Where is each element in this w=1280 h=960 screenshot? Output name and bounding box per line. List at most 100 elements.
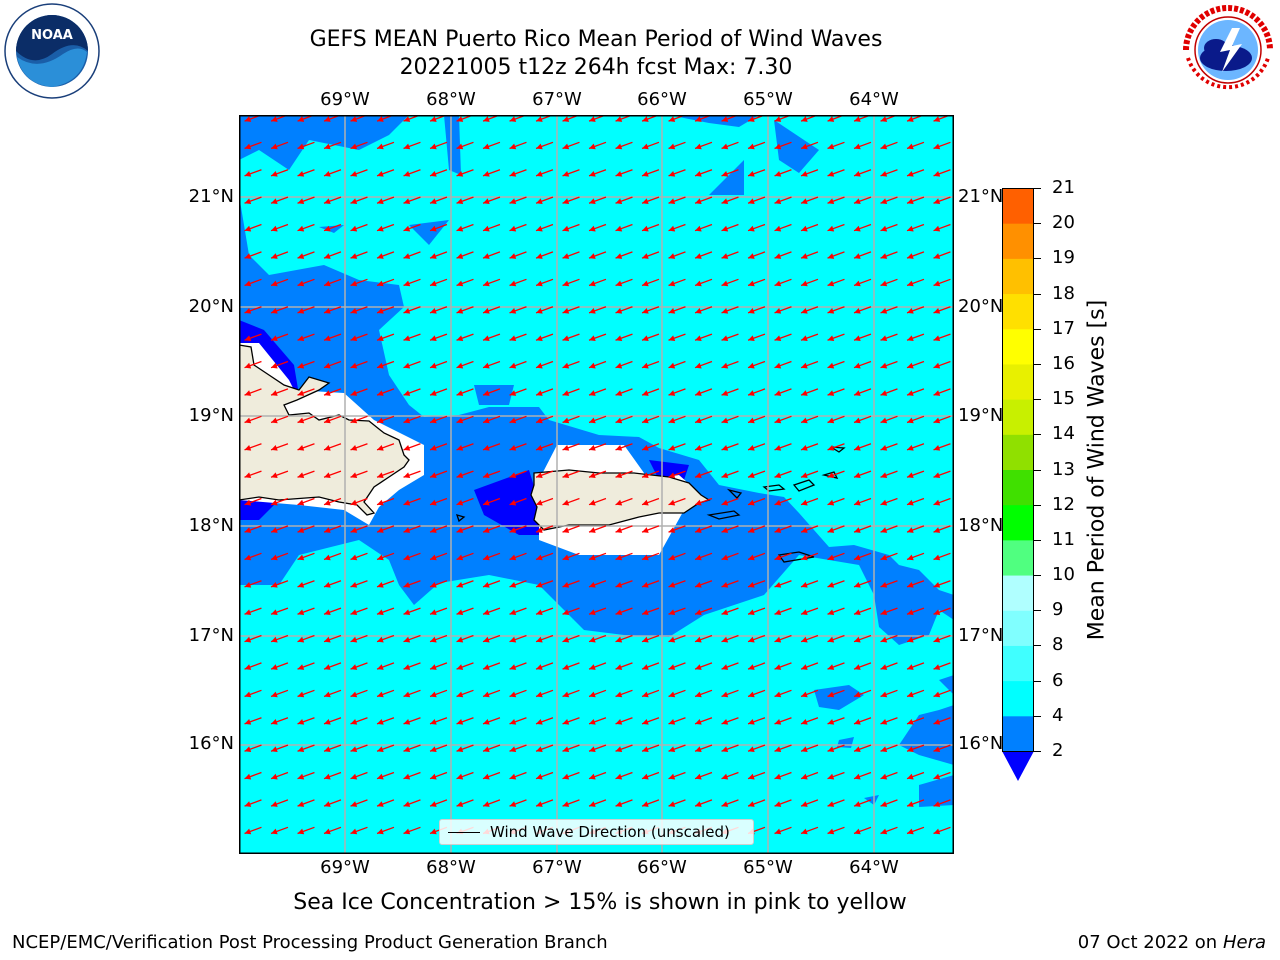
wave-direction-arrow bbox=[694, 744, 713, 753]
colorbar-segment bbox=[1002, 399, 1034, 435]
wave-direction-arrow bbox=[244, 634, 262, 643]
wave-direction-arrow bbox=[641, 799, 660, 807]
wave-direction-arrow bbox=[509, 689, 527, 698]
wave-direction-arrow bbox=[853, 333, 872, 342]
colorbar-tick-mark bbox=[1034, 188, 1041, 189]
wave-direction-arrow bbox=[429, 662, 448, 670]
wave-direction-arrow bbox=[615, 744, 633, 753]
wave-direction-arrow bbox=[774, 251, 792, 259]
wave-direction-arrow bbox=[535, 799, 554, 807]
wave-direction-arrow bbox=[933, 196, 951, 205]
wave-direction-arrow bbox=[456, 388, 474, 396]
wave-direction-arrow bbox=[694, 223, 713, 232]
wave-direction-arrow bbox=[509, 278, 527, 287]
wave-direction-arrow bbox=[747, 169, 766, 177]
wave-direction-arrow bbox=[906, 196, 925, 205]
wave-direction-arrow bbox=[615, 662, 633, 670]
wave-direction-arrow bbox=[880, 251, 898, 259]
wave-direction-arrow bbox=[403, 360, 421, 369]
wave-direction-arrow bbox=[721, 360, 739, 369]
wave-direction-arrow bbox=[535, 689, 554, 698]
wave-direction-arrow bbox=[933, 415, 951, 424]
wave-direction-arrow bbox=[747, 607, 766, 616]
wave-direction-arrow bbox=[350, 497, 368, 506]
wave-direction-arrow bbox=[774, 634, 792, 643]
wave-direction-arrow bbox=[906, 470, 925, 479]
wave-direction-arrow bbox=[747, 388, 766, 396]
wave-direction-arrow bbox=[403, 251, 421, 259]
wave-direction-arrow bbox=[562, 689, 580, 698]
wave-direction-arrow bbox=[588, 470, 607, 479]
wave-direction-arrow bbox=[244, 799, 262, 807]
wave-direction-arrow bbox=[827, 223, 845, 232]
wave-direction-arrow bbox=[747, 717, 766, 725]
wave-direction-arrow bbox=[694, 251, 713, 259]
wave-direction-arrow bbox=[509, 634, 527, 643]
wave-direction-arrow bbox=[588, 689, 607, 698]
wave-direction-arrow bbox=[933, 306, 951, 314]
wave-direction-arrow bbox=[615, 306, 633, 314]
wave-direction-arrow bbox=[906, 717, 925, 725]
wave-direction-arrow bbox=[323, 470, 342, 479]
wave-direction-arrow bbox=[270, 607, 289, 616]
wave-direction-arrow bbox=[350, 196, 368, 205]
wave-direction-arrow bbox=[747, 744, 766, 753]
wave-direction-arrow bbox=[853, 552, 872, 561]
wave-direction-arrow bbox=[456, 306, 474, 314]
wave-direction-arrow bbox=[535, 141, 554, 150]
wave-direction-arrow bbox=[535, 443, 554, 451]
wave-direction-arrow bbox=[350, 662, 368, 670]
wave-direction-arrow bbox=[906, 634, 925, 643]
wave-direction-arrow bbox=[323, 771, 342, 780]
wave-direction-arrow bbox=[482, 607, 501, 616]
wave-direction-arrow bbox=[456, 607, 474, 616]
wave-direction-arrow bbox=[827, 552, 845, 561]
wave-direction-arrow bbox=[376, 634, 395, 643]
wave-direction-arrow bbox=[774, 799, 792, 807]
wave-direction-arrow bbox=[694, 388, 713, 396]
wave-direction-arrow bbox=[906, 415, 925, 424]
wave-direction-arrow bbox=[668, 223, 686, 232]
wave-direction-arrow bbox=[429, 169, 448, 177]
wave-direction-arrow bbox=[747, 689, 766, 698]
wave-direction-arrow bbox=[244, 771, 262, 780]
lon-label-bottom: 64°W bbox=[849, 857, 899, 878]
wave-direction-arrow bbox=[933, 799, 951, 807]
wave-direction-arrow bbox=[350, 580, 368, 588]
colorbar-segment bbox=[1002, 188, 1034, 224]
wave-direction-arrow bbox=[350, 717, 368, 725]
wave-direction-arrow bbox=[244, 662, 262, 670]
wave-direction-arrow bbox=[456, 552, 474, 561]
wave-direction-arrow bbox=[376, 799, 395, 807]
wave-direction-arrow bbox=[429, 443, 448, 451]
wave-direction-arrow bbox=[853, 771, 872, 780]
wave-direction-arrow bbox=[323, 689, 342, 698]
wave-direction-arrow bbox=[297, 388, 315, 396]
wave-direction-arrow bbox=[588, 388, 607, 396]
colorbar-tick-mark bbox=[1034, 363, 1041, 365]
wave-direction-arrow bbox=[827, 662, 845, 670]
wave-direction-arrow bbox=[297, 141, 315, 150]
wave-direction-arrow bbox=[323, 251, 342, 259]
wave-direction-arrow bbox=[933, 443, 951, 451]
wave-direction-arrow bbox=[588, 717, 607, 725]
wave-direction-arrow bbox=[721, 306, 739, 314]
wave-direction-arrow bbox=[376, 306, 395, 314]
wave-direction-arrow bbox=[509, 662, 527, 670]
wave-direction-arrow bbox=[800, 662, 819, 670]
map-legend: Wind Wave Direction (unscaled) bbox=[439, 819, 754, 845]
wave-direction-arrow bbox=[774, 662, 792, 670]
wave-direction-arrow bbox=[403, 580, 421, 588]
date-credit: 07 Oct 2022 on Hera bbox=[1078, 932, 1266, 953]
wave-direction-arrow bbox=[853, 443, 872, 451]
lat-label-left: 18°N bbox=[188, 515, 234, 536]
wave-direction-arrow bbox=[933, 497, 951, 506]
wave-direction-arrow bbox=[827, 333, 845, 342]
wave-direction-arrow bbox=[350, 169, 368, 177]
wave-direction-arrow bbox=[853, 196, 872, 205]
wave-direction-arrow bbox=[270, 388, 289, 396]
wave-direction-arrow bbox=[588, 580, 607, 588]
wave-direction-arrow bbox=[323, 799, 342, 807]
wave-direction-arrow bbox=[456, 196, 474, 205]
wave-direction-arrow bbox=[297, 689, 315, 698]
